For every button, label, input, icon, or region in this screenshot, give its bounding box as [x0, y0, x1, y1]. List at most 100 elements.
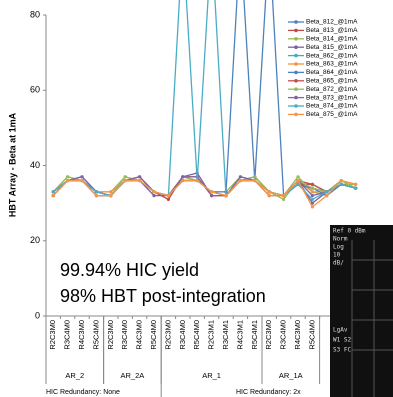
- analyzer-text: Ref 0 dBm: [333, 228, 366, 235]
- analyzer-text: 10: [333, 252, 341, 259]
- legend: Beta_812_@1mABeta_813_@1mABeta_814_@1mAB…: [288, 19, 358, 118]
- data-point: [268, 190, 271, 193]
- data-point: [109, 190, 112, 193]
- data-point: [152, 190, 155, 193]
- data-point: [296, 175, 299, 178]
- data-point: [253, 179, 256, 182]
- group-label: AR_2: [65, 371, 84, 380]
- data-point: [138, 179, 141, 182]
- data-point: [282, 198, 285, 201]
- data-point: [66, 175, 69, 178]
- x-tick-label: R4C3M0: [135, 320, 144, 350]
- analyzer-text: dB/: [333, 260, 344, 267]
- data-point: [167, 198, 170, 201]
- x-tick-label: R3C4M0: [178, 320, 187, 350]
- data-point: [268, 194, 271, 197]
- overlay-text: 98% HBT post-integration: [60, 286, 266, 306]
- y-axis-label: HBT Array - Beta at 1mA: [7, 112, 17, 217]
- legend-label: Beta_815_@1mA: [306, 44, 358, 51]
- data-point: [311, 198, 314, 201]
- legend-marker: [294, 104, 298, 108]
- x-tick-label: R3C4M0: [63, 320, 72, 350]
- x-tick-label: R2C3M0: [48, 320, 57, 350]
- analyzer-text: W1 S2: [333, 337, 351, 344]
- y-tick-label: 80: [30, 9, 40, 19]
- redundancy-label: HIC Redundancy: None: [46, 389, 120, 396]
- legend-label: Beta_864_@1mA: [306, 69, 358, 76]
- data-point: [311, 205, 314, 208]
- legend-label: Beta_813_@1mA: [306, 27, 358, 34]
- data-point: [124, 179, 127, 182]
- data-point: [52, 190, 55, 193]
- analyzer-text: LgAv: [333, 327, 348, 334]
- data-point: [95, 194, 98, 197]
- legend-label: Beta_863_@1mA: [306, 61, 358, 68]
- x-tick-label: R5C4M0: [192, 320, 201, 350]
- legend-marker: [294, 54, 298, 58]
- data-point: [311, 194, 314, 197]
- redundancy-label: HIC Redundancy: 2x: [236, 389, 301, 396]
- category-axis: R2C3M0 R3C4M0 R4C3M0 R5C4M0 R2C3M0 R3C4M0 R4C3…: [46, 316, 348, 397]
- chart: HBT Array - Beta at 1mA Beta_812_@1mABet…: [0, 0, 393, 397]
- data-point: [196, 179, 199, 182]
- data-point: [109, 194, 112, 197]
- data-point: [311, 186, 314, 189]
- x-tick-label: R4C3M0: [293, 320, 302, 350]
- data-point: [311, 183, 314, 186]
- legend-marker: [294, 20, 298, 24]
- data-point: [340, 183, 343, 186]
- group-label: AR_1: [202, 371, 221, 380]
- data-point: [210, 190, 213, 193]
- legend-marker: [294, 62, 298, 66]
- data-point: [224, 194, 227, 197]
- data-point: [354, 186, 357, 189]
- data-point: [340, 179, 343, 182]
- data-point: [296, 179, 299, 182]
- legend-marker: [294, 87, 298, 91]
- legend-label: Beta_865_@1mA: [306, 78, 358, 85]
- y-tick-label: 20: [30, 235, 40, 245]
- x-tick-label: R3C4M0: [120, 320, 129, 350]
- y-tick-label: 0: [35, 310, 40, 320]
- legend-marker: [294, 113, 298, 117]
- analyzer-text: Log: [333, 244, 344, 251]
- legend-label: Beta_862_@1mA: [306, 52, 358, 59]
- x-tick-label: R2C3M0: [163, 320, 172, 350]
- data-point: [311, 190, 314, 193]
- group-label: AR_1A: [279, 371, 303, 380]
- data-point: [239, 175, 242, 178]
- legend-label: Beta_812_@1mA: [306, 19, 358, 26]
- x-tick-label: R4C3M0: [77, 320, 86, 350]
- data-point: [282, 194, 285, 197]
- legend-label: Beta_814_@1mA: [306, 36, 358, 43]
- data-point: [253, 175, 256, 178]
- data-point: [138, 175, 141, 178]
- data-point: [239, 179, 242, 182]
- x-tick-label: R5C4M0: [307, 320, 316, 350]
- legend-marker: [294, 29, 298, 33]
- legend-label: Beta_875_@1mA: [306, 111, 358, 118]
- data-point: [325, 190, 328, 193]
- x-tick-label: R2C3M0: [106, 320, 115, 350]
- data-point: [181, 175, 184, 178]
- analyzer-text: S3 FC: [333, 347, 351, 354]
- legend-label: Beta_873_@1mA: [306, 94, 358, 101]
- legend-marker: [294, 96, 298, 100]
- y-tick-label: 40: [30, 160, 40, 170]
- x-tick-label: R3C4M1: [221, 320, 230, 350]
- x-tick-label: R4C3M1: [235, 320, 244, 350]
- data-point: [181, 179, 184, 182]
- overlay-text: 99.94% HIC yield: [60, 260, 199, 280]
- x-tick-label: R5C4M0: [91, 320, 100, 350]
- legend-marker: [294, 45, 298, 49]
- data-point: [167, 194, 170, 197]
- x-tick-label: R5C4M1: [250, 320, 259, 350]
- analyzer-text: Norm: [333, 236, 348, 243]
- data-point: [152, 194, 155, 197]
- data-point: [80, 179, 83, 182]
- data-point: [95, 190, 98, 193]
- page: {"chart_data": {"type": "line", "y_label…: [0, 0, 393, 397]
- x-tick-label: R3C4M0: [279, 320, 288, 350]
- data-point: [124, 175, 127, 178]
